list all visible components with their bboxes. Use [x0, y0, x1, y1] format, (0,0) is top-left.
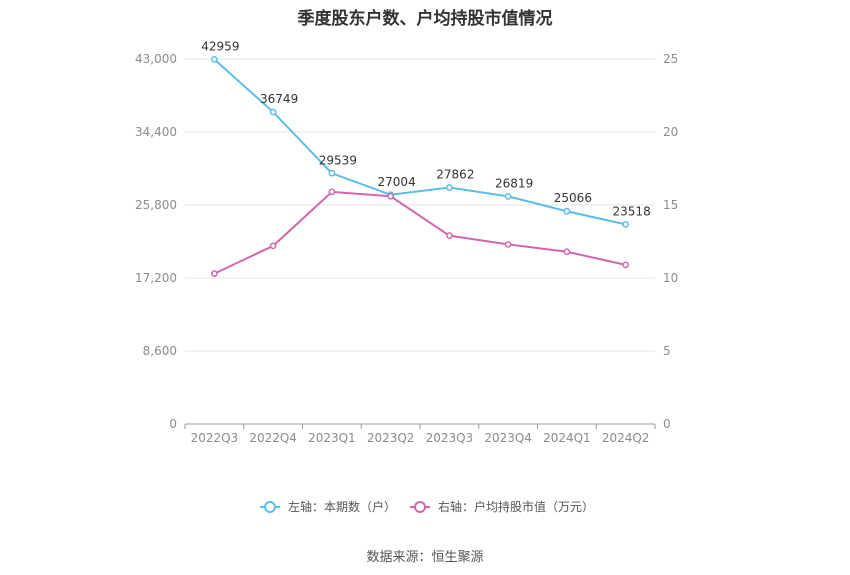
series-line-1 [213, 58, 626, 226]
x-axis-tick-label: 2023Q4 [484, 431, 532, 445]
x-axis-tick-label: 2022Q4 [249, 431, 297, 445]
series-1-point [622, 221, 629, 228]
right-axis-tick-label: 10 [663, 271, 678, 285]
series-2-point [563, 248, 571, 256]
data-label: 29539 [319, 153, 357, 167]
series-1-point [328, 169, 336, 177]
data-source-note: 数据来源：恒生聚源 [366, 550, 484, 565]
left-axis-tick-label: 17,200 [135, 271, 177, 285]
series-2-point [387, 192, 394, 200]
legend-swatch-marker-2 [414, 501, 426, 513]
x-axis-tick-label: 2023Q1 [308, 431, 356, 445]
series-1-point [563, 207, 571, 215]
data-label: 42959 [201, 39, 239, 53]
data-label: 25066 [554, 191, 592, 205]
series-1-point [504, 193, 512, 200]
legend-swatch-marker-1 [264, 501, 276, 513]
series-2-point [504, 241, 512, 248]
data-label: 27004 [378, 175, 416, 189]
right-axis-tick-label: 20 [663, 125, 678, 139]
right-axis-tick-label: 5 [663, 344, 671, 358]
x-axis-tick-label: 2023Q2 [367, 431, 415, 445]
series-2-point [328, 188, 336, 196]
chart-title: 季度股东户数、户均持股市值情况 [297, 9, 553, 29]
left-axis-tick-label: 8,600 [143, 344, 177, 358]
right-axis-tick-label: 0 [663, 417, 671, 431]
left-axis-tick-label: 43,000 [135, 52, 177, 66]
series-2-point [269, 242, 277, 250]
series-2-point [622, 261, 629, 269]
right-axis-tick-label: 15 [663, 198, 678, 212]
series-2-point [446, 232, 453, 240]
left-axis-tick-label: 25,800 [135, 198, 177, 212]
series-1-point [269, 108, 277, 116]
series-1-point [446, 184, 453, 191]
legend-label-2: 右轴：户均持股市值（万元） [438, 499, 594, 514]
left-axis-tick-label: 34,400 [135, 125, 177, 139]
data-label: 23518 [613, 204, 651, 218]
series-1-point [211, 55, 218, 63]
x-axis-tick-label: 2022Q3 [191, 431, 239, 445]
series-2-point [211, 270, 218, 277]
series-line-2 [213, 190, 626, 275]
data-label: 36749 [260, 92, 298, 106]
x-axis-tick-label: 2024Q2 [602, 431, 650, 445]
right-axis-tick-label: 25 [663, 52, 678, 66]
x-axis-tick-label: 2023Q3 [426, 431, 474, 445]
data-label: 26819 [495, 176, 533, 190]
left-axis-tick-label: 0 [169, 417, 177, 431]
x-axis-tick-label: 2024Q1 [543, 431, 591, 445]
data-label: 27862 [436, 167, 474, 181]
legend-label-1: 左轴：本期数（户） [288, 499, 396, 514]
